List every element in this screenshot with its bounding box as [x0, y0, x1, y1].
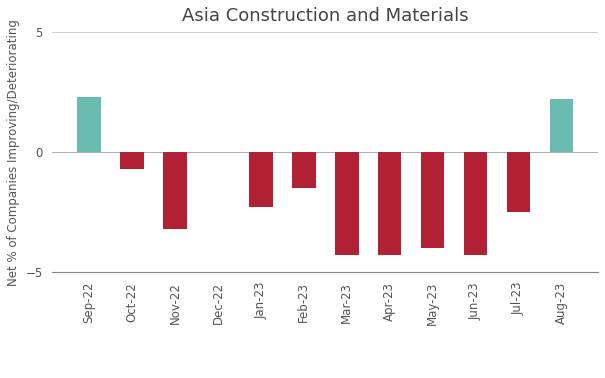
Y-axis label: Net % of Companies Improving/Deteriorating: Net % of Companies Improving/Deteriorati…	[7, 19, 20, 285]
Title: Asia Construction and Materials: Asia Construction and Materials	[182, 7, 469, 25]
Bar	[507, 152, 531, 212]
Bar	[549, 99, 574, 152]
Bar	[120, 152, 144, 169]
Bar	[249, 152, 273, 207]
Bar	[378, 152, 402, 256]
Bar	[464, 152, 488, 256]
Bar	[421, 152, 445, 248]
Bar	[335, 152, 359, 256]
Bar	[163, 152, 187, 229]
Bar	[77, 97, 101, 152]
Bar	[292, 152, 316, 188]
